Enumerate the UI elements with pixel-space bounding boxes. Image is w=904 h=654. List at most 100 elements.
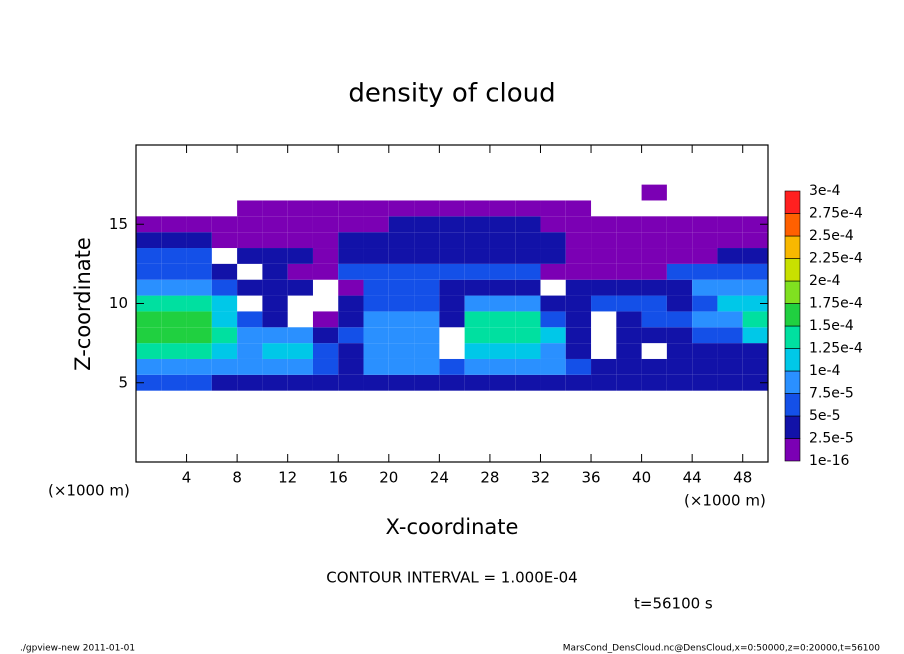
- density-cell: [211, 216, 238, 233]
- colorbar-band: [784, 213, 801, 237]
- density-cell: [591, 295, 617, 312]
- density-cell: [742, 263, 768, 280]
- colorbar-label: 2.5e-5: [809, 431, 854, 447]
- density-cell: [439, 295, 465, 312]
- density-cell: [515, 358, 541, 375]
- density-cell: [363, 232, 389, 249]
- density-cell: [591, 216, 617, 233]
- density-cell: [439, 358, 465, 375]
- density-cell: [262, 216, 288, 233]
- density-cell: [237, 279, 263, 296]
- density-cell: [515, 216, 541, 233]
- density-cell: [388, 343, 415, 359]
- density-cell: [717, 358, 743, 375]
- density-cell: [262, 327, 288, 344]
- density-cell: [338, 248, 364, 264]
- density-cell: [186, 358, 212, 375]
- x-tick-label: 4: [182, 469, 192, 487]
- density-cell: [489, 200, 516, 217]
- colorbar-label: 1.25e-4: [809, 341, 863, 357]
- density-cell: [262, 358, 288, 375]
- x-axis-label: X-coordinate: [386, 515, 519, 539]
- density-cell: [616, 358, 642, 375]
- density-cell: [666, 343, 693, 359]
- density-cell: [666, 295, 693, 312]
- density-cell: [666, 232, 693, 249]
- density-cell: [161, 232, 187, 249]
- density-cell: [363, 216, 389, 233]
- density-cell: [616, 327, 642, 344]
- density-cell: [692, 232, 718, 249]
- colorbar-label: 2.75e-4: [809, 206, 863, 222]
- density-cell: [414, 248, 440, 264]
- density-cell: [515, 374, 541, 391]
- density-cell: [717, 248, 743, 264]
- density-cell: [641, 232, 667, 249]
- x-tick-label: 32: [531, 469, 550, 487]
- x-tick-label: 16: [329, 469, 348, 487]
- density-cell: [414, 232, 440, 249]
- density-cell: [641, 248, 667, 264]
- density-cell: [565, 232, 592, 249]
- density-cell: [287, 358, 313, 375]
- density-cell: [388, 263, 415, 280]
- density-cell: [363, 374, 389, 391]
- density-cell: [186, 248, 212, 264]
- density-cell: [136, 232, 162, 249]
- density-cell: [692, 343, 718, 359]
- density-cell: [388, 248, 415, 264]
- y-axis-label: Z-coordinate: [71, 237, 95, 371]
- density-cell: [641, 216, 667, 233]
- density-cell: [287, 248, 313, 264]
- density-cell: [666, 311, 693, 328]
- density-cell: [489, 343, 516, 359]
- density-cell: [262, 295, 288, 312]
- colorbar-band: [784, 280, 801, 304]
- density-cell: [312, 327, 339, 344]
- density-cell: [540, 343, 566, 359]
- colorbar-label: 2e-4: [809, 273, 841, 289]
- density-cell: [338, 327, 364, 344]
- density-cell: [717, 327, 743, 344]
- density-cell: [262, 248, 288, 264]
- density-cell: [388, 358, 415, 375]
- plot-frame: [135, 144, 769, 463]
- density-cell: [565, 216, 592, 233]
- density-cell: [287, 327, 313, 344]
- density-cell: [489, 263, 516, 280]
- density-cell: [540, 263, 566, 280]
- time-note: t=56100 s: [634, 595, 713, 613]
- density-cell: [616, 279, 642, 296]
- density-cell: [641, 311, 667, 328]
- density-cell: [439, 279, 465, 296]
- density-cell: [742, 327, 768, 344]
- density-cell: [515, 200, 541, 217]
- density-cell: [439, 374, 465, 391]
- x-tick-label: 44: [683, 469, 702, 487]
- density-cell: [363, 279, 389, 296]
- density-cell: [692, 216, 718, 233]
- density-cell: [414, 343, 440, 359]
- density-cell: [262, 200, 288, 217]
- density-cell: [211, 279, 238, 296]
- density-cell: [717, 343, 743, 359]
- density-cell: [136, 295, 162, 312]
- density-cell: [136, 311, 162, 328]
- density-cell: [540, 216, 566, 233]
- density-cell: [363, 295, 389, 312]
- colorbar-band: [784, 393, 801, 417]
- density-cell: [540, 295, 566, 312]
- density-cell: [717, 295, 743, 312]
- density-cell: [161, 263, 187, 280]
- density-cell: [591, 232, 617, 249]
- density-cell: [692, 248, 718, 264]
- density-cell: [287, 279, 313, 296]
- y-tick-label: 15: [109, 215, 128, 233]
- density-cell: [666, 216, 693, 233]
- x-unit: (×1000 m): [48, 482, 130, 500]
- axes: [136, 145, 768, 462]
- density-cell: [287, 216, 313, 233]
- density-cell: [464, 311, 490, 328]
- density-cell: [489, 358, 516, 375]
- density-cell: [742, 311, 768, 328]
